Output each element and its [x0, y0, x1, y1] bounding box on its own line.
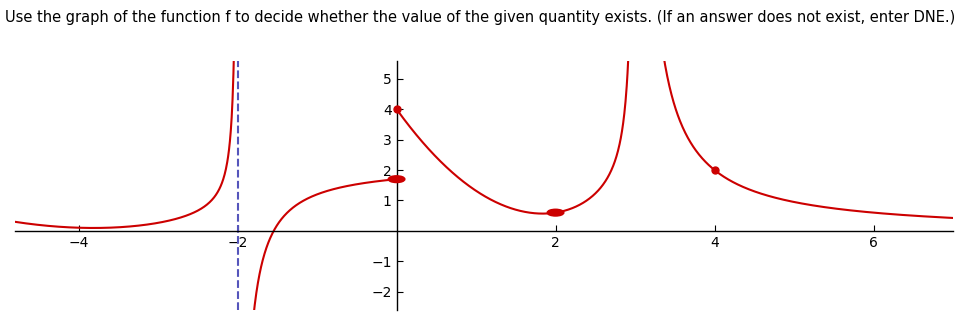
Circle shape — [388, 176, 405, 182]
Text: Use the graph of the function f to decide whether the value of the given quantit: Use the graph of the function f to decid… — [5, 10, 955, 25]
Circle shape — [548, 210, 563, 216]
